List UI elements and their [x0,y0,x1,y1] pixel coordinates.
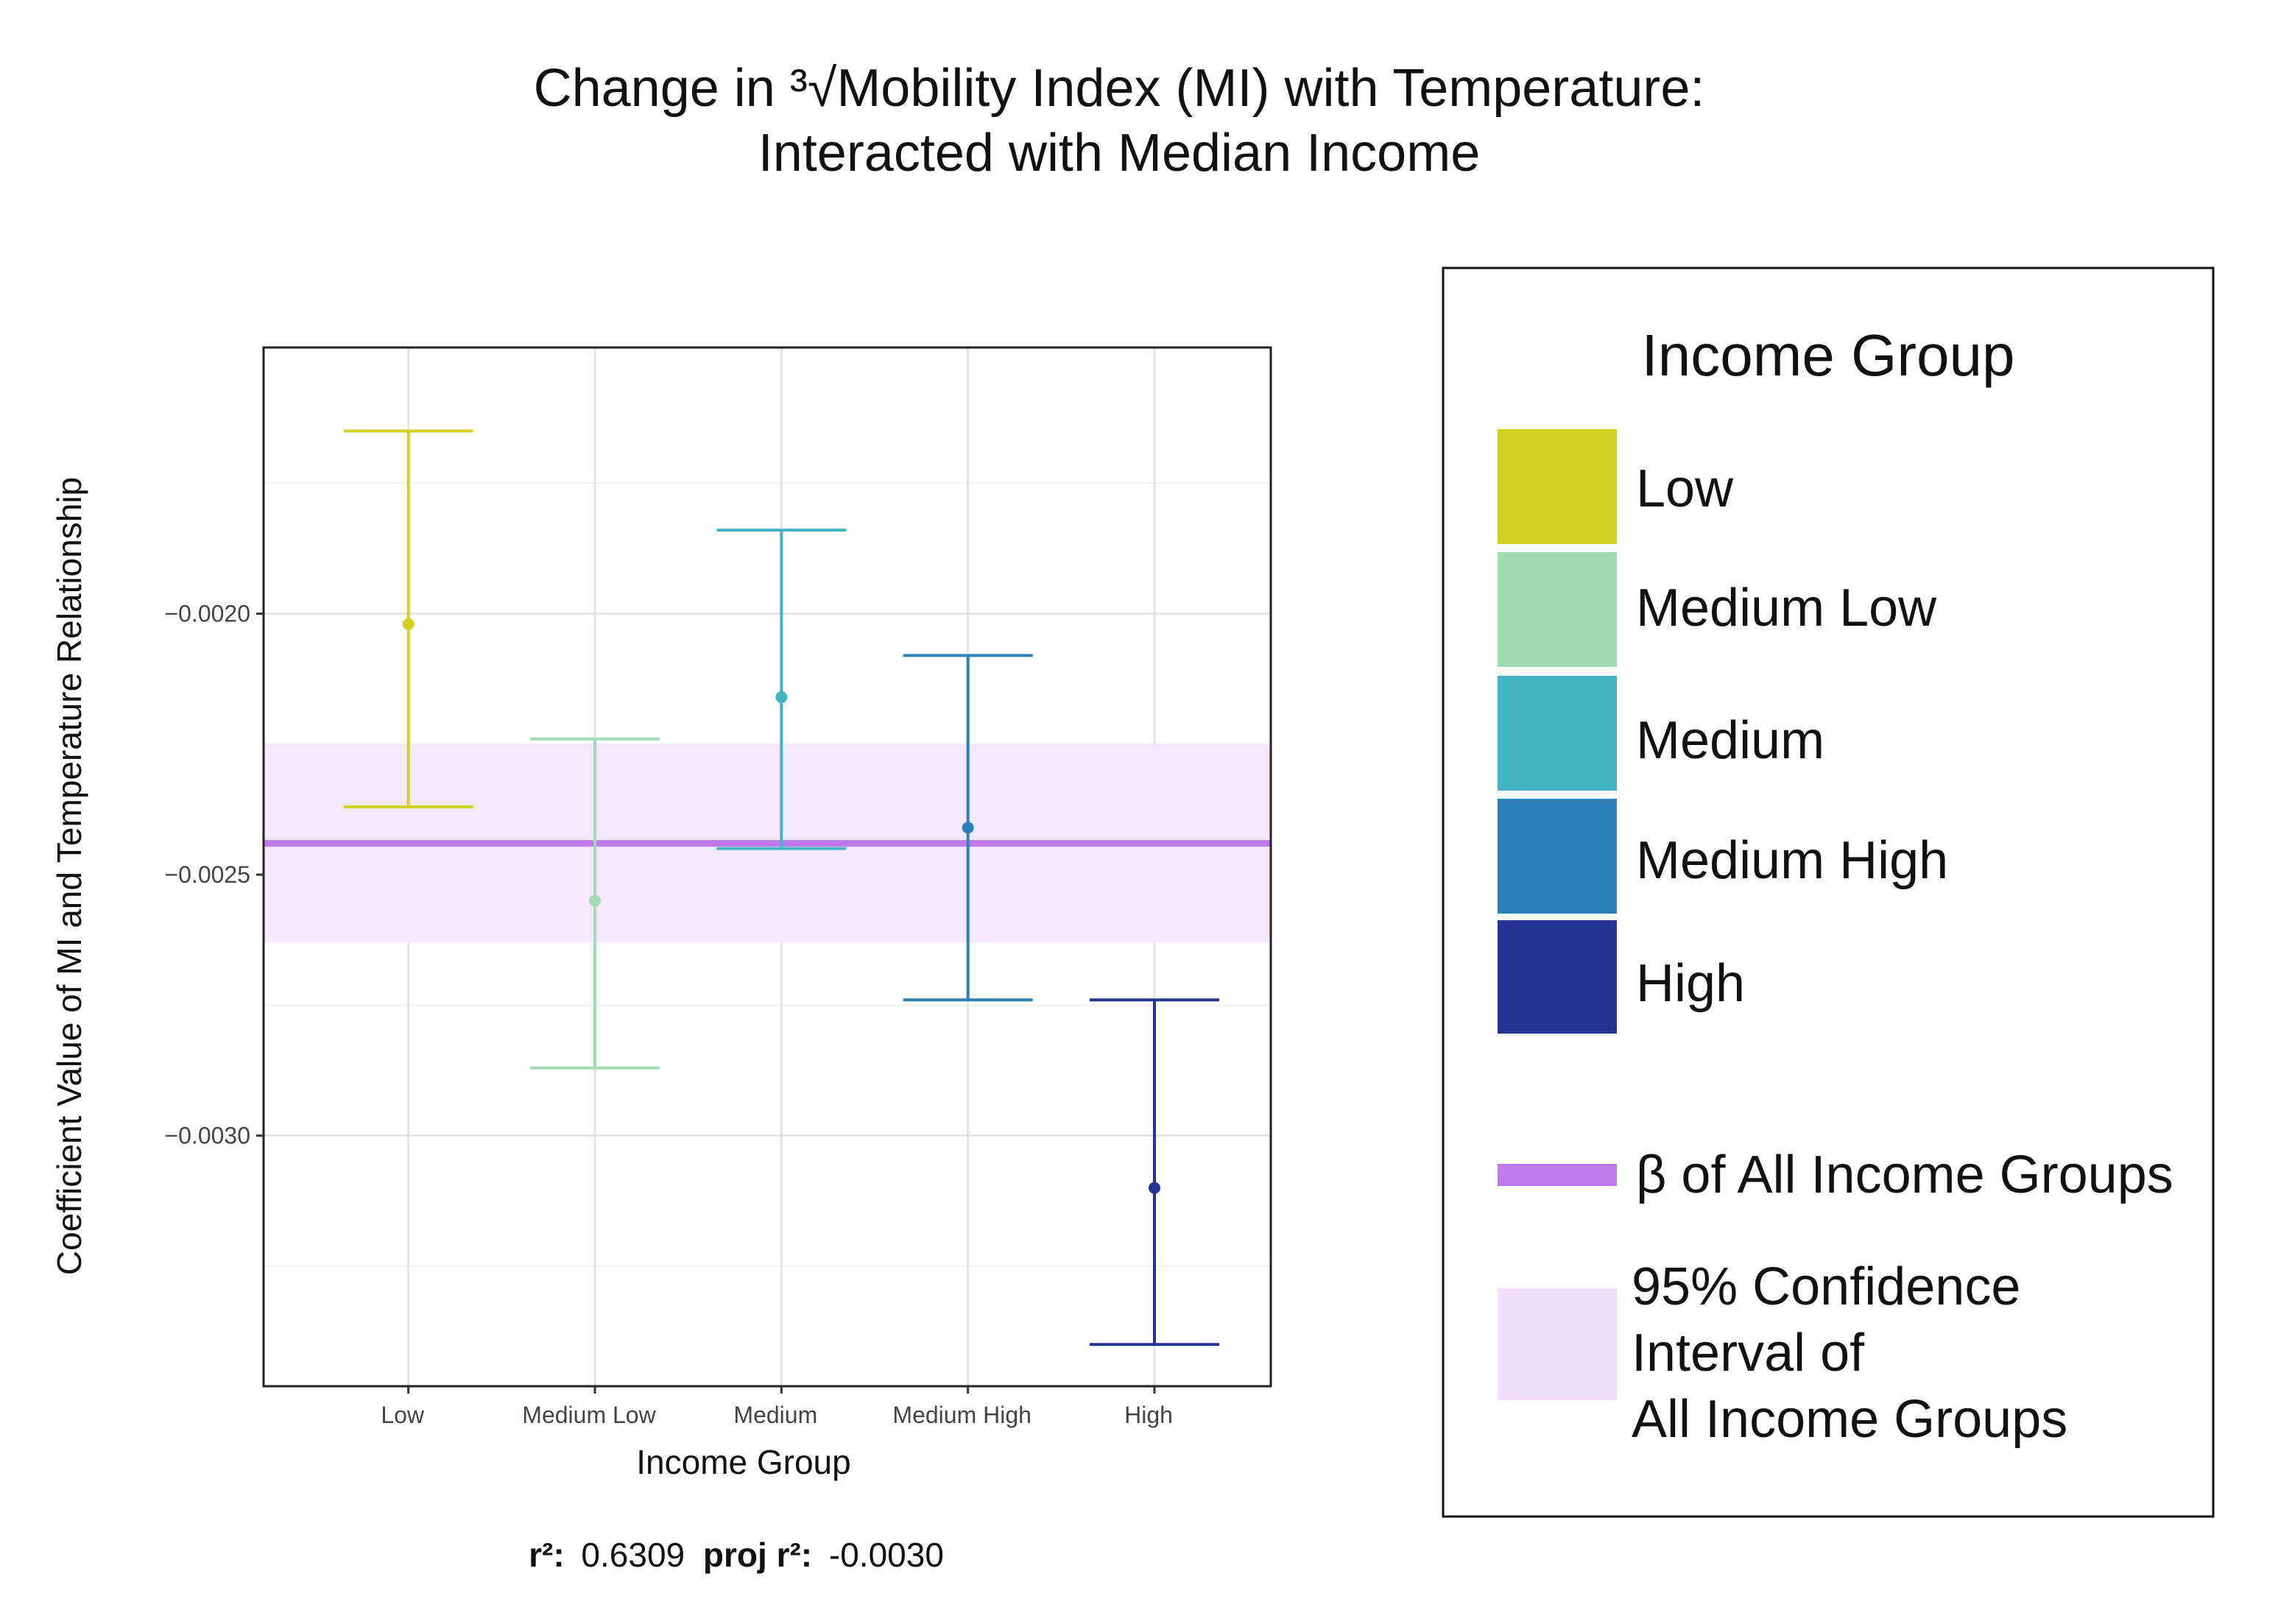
legend-ci-label-line-3: All Income Groups [1632,1390,2067,1449]
x-tick-label-2: Medium [733,1402,817,1428]
errorbar-layer [343,429,1219,1346]
legend-swatch-medium-low [1498,552,1617,667]
errorbar-high [1090,998,1219,1346]
x-tick-label-4: High [1124,1402,1173,1428]
legend-label-low: Low [1636,459,1734,518]
r2-value: 0.6309 [581,1536,685,1574]
errorbar-medium-high [903,654,1033,1002]
chart-title-line-1: Change in ³√Mobility Index (MI) with Tem… [534,59,1705,118]
legend-ci-swatch [1498,1288,1617,1400]
proj-r2-label: proj r²: [703,1536,812,1574]
legend-label-medium: Medium [1636,711,1824,770]
ci-layer [264,744,1271,943]
plot-area [262,346,1272,1388]
legend-ci-label-line-2: Interval of [1632,1324,1865,1383]
y-axis-title: Coefficient Value of MI and Temperature … [50,477,88,1275]
legend-label-medium-low: Medium Low [1636,579,1937,638]
legend: Income Group Low Medium Low Medium Medium H… [1442,266,2215,1518]
plot-border [262,346,1272,1388]
legend-label-medium-high: Medium High [1636,831,1948,890]
legend-beta-swatch [1498,1164,1617,1186]
legend-swatch-high [1498,920,1617,1034]
point-estimate [1149,1182,1160,1194]
proj-r2-value: -0.0030 [829,1536,944,1574]
legend-label-high: High [1636,954,1745,1013]
y-tick-label-2: −0.0030 [164,1123,250,1149]
legend-swatch-medium [1498,676,1617,791]
point-estimate [775,691,788,704]
legend-ci-label: 95% Confidence Interval of All Income Gr… [1632,1257,2067,1449]
point-estimate [589,894,601,907]
y-axis-ticks: −0.0020 −0.0025 −0.0030 [164,601,264,1149]
point-estimate [402,618,415,630]
stats-line: r²: 0.6309 proj r²: -0.0030 [529,1536,944,1574]
x-axis-ticks: Low Medium Low Medium Medium High High [381,1386,1173,1428]
errorbar-low [343,429,473,808]
legend-ci-label-line-1: 95% Confidence [1632,1257,2020,1316]
errorbar-medium-low [530,737,660,1070]
legend-swatch-medium-high [1498,799,1617,914]
legend-title: Income Group [1642,322,2015,388]
x-tick-label-1: Medium Low [522,1402,656,1428]
legend-beta-label: β of All Income Groups [1636,1145,2173,1204]
legend-groups: Low Medium Low Medium Medium High High [1498,429,1948,1034]
x-axis-title: Income Group [636,1443,850,1481]
x-tick-label-3: Medium High [892,1402,1032,1428]
legend-swatch-low [1498,429,1617,544]
point-estimate [962,822,974,834]
r2-label: r²: [529,1536,565,1574]
y-tick-label-1: −0.0025 [164,861,250,888]
x-tick-label-0: Low [381,1402,425,1428]
y-tick-label-0: −0.0020 [164,601,250,627]
chart-title-line-2: Interacted with Median Income [758,124,1481,183]
errorbar-medium [716,529,847,850]
